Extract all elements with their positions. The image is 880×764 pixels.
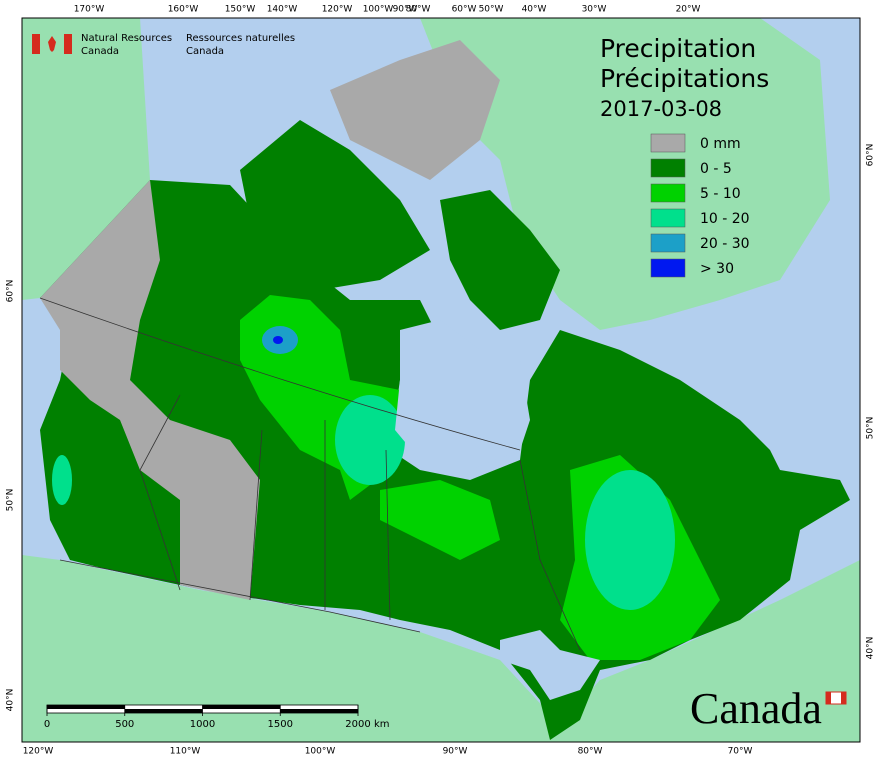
coast-wet-area — [52, 455, 72, 505]
top-label: 160°W — [168, 5, 199, 15]
prairie-green-area — [380, 480, 500, 560]
left-label: 60°N — [6, 280, 16, 303]
legend-swatch — [650, 233, 686, 253]
baffin-island — [440, 190, 560, 330]
top-label: 90°W — [393, 5, 418, 15]
scale-bar-segment — [47, 705, 125, 709]
wordmark-flag — [841, 692, 846, 704]
title-fr: Précipitations — [600, 64, 769, 93]
legend-label: 10 - 20 — [700, 211, 750, 227]
wordmark-flag — [826, 692, 831, 704]
boundary-line — [519, 459, 581, 651]
hudson-bay — [395, 320, 530, 470]
max-precip-spot — [273, 336, 283, 344]
boundary-line — [139, 394, 181, 591]
bottom-label: 70°W — [728, 747, 753, 757]
scale-label: 2000 — [345, 719, 370, 730]
top-label: 120°W — [322, 5, 353, 15]
bottom-label: 100°W — [305, 747, 336, 757]
left-label: 40°N — [6, 689, 16, 712]
boundary-line — [249, 429, 263, 601]
legend-swatch — [650, 183, 686, 203]
greenland — [420, 18, 830, 330]
agency-fr-line: Canada — [186, 46, 224, 57]
bottom-label: 120°W — [23, 747, 54, 757]
wet-area-north — [335, 395, 405, 485]
usa — [22, 555, 860, 742]
western-dry-area — [40, 180, 260, 600]
agency-signature: Natural Resources Canada Ressources natu… — [32, 33, 295, 57]
scale-label: 500 — [115, 719, 134, 730]
flag-bar — [64, 34, 72, 54]
right-label: 40°N — [866, 637, 876, 660]
legend: 0 mm 0 - 5 5 - 10 10 - 20 20 - 30 > 30 — [650, 133, 750, 278]
map-frame — [21, 17, 861, 743]
legend-label: 20 - 30 — [700, 236, 750, 252]
legend-label: 0 mm — [700, 136, 741, 152]
date: 2017-03-08 — [600, 97, 722, 121]
arctic-islands-gray — [330, 40, 500, 180]
great-lakes — [500, 630, 600, 700]
wordmark: Canada — [690, 684, 822, 733]
scale-unit: km — [374, 719, 390, 730]
top-label: 20°W — [676, 5, 701, 15]
legend-swatch — [650, 208, 686, 228]
bottom-label: 110°W — [170, 747, 201, 757]
scale-bar-segment — [202, 705, 281, 709]
scale-bar: 0 500 1000 1500 2000 km — [44, 704, 390, 730]
legend-label: 5 - 10 — [700, 186, 741, 202]
left-label: 50°N — [6, 489, 16, 512]
boundary-line — [385, 449, 391, 621]
agency-fr-line: Ressources naturelles — [186, 33, 295, 44]
map-area — [22, 18, 860, 742]
top-label: 60°W — [452, 5, 477, 15]
agency-en-line: Canada — [81, 46, 119, 57]
scale-bar-segment — [280, 709, 358, 713]
right-label: 60°N — [866, 144, 876, 167]
scale-label: 1000 — [190, 719, 215, 730]
top-label: 170°W — [74, 5, 105, 15]
scale-label: 1500 — [268, 719, 293, 730]
flag-bar — [32, 34, 40, 54]
top-label: 30°W — [582, 5, 607, 15]
top-label: 40°W — [522, 5, 547, 15]
top-label: 80°W — [406, 5, 431, 15]
top-label: 50°W — [479, 5, 504, 15]
alaska — [22, 18, 150, 300]
canada-wordmark: Canada — [690, 684, 847, 733]
bottom-label: 80°W — [578, 747, 603, 757]
legend-swatch — [650, 158, 686, 178]
legend-swatch — [650, 133, 686, 153]
title-en: Precipitation — [600, 34, 756, 63]
scale-label: 0 — [44, 719, 50, 730]
legend-label: 0 - 5 — [700, 161, 732, 177]
top-label: 140°W — [267, 5, 298, 15]
agency-en-line: Natural Resources — [81, 33, 172, 44]
legend-swatch — [650, 258, 686, 278]
scale-bar-segment — [124, 709, 203, 713]
graticule-labels: 170°W 160°W 150°W 140°W 120°W 100°W 90°W80°W 60… — [6, 5, 876, 757]
flag-leaf — [48, 36, 56, 52]
boundary-line — [59, 559, 421, 633]
top-label: 150°W — [225, 5, 256, 15]
bottom-label: 90°W — [443, 747, 468, 757]
arctic-islands-green — [240, 120, 430, 290]
right-label: 50°N — [866, 417, 876, 440]
boundaries — [39, 297, 581, 651]
legend-label: > 30 — [700, 261, 734, 277]
boundary-line — [39, 297, 521, 451]
quebec-wet-area — [585, 470, 675, 610]
top-label: 100°W — [363, 5, 394, 15]
